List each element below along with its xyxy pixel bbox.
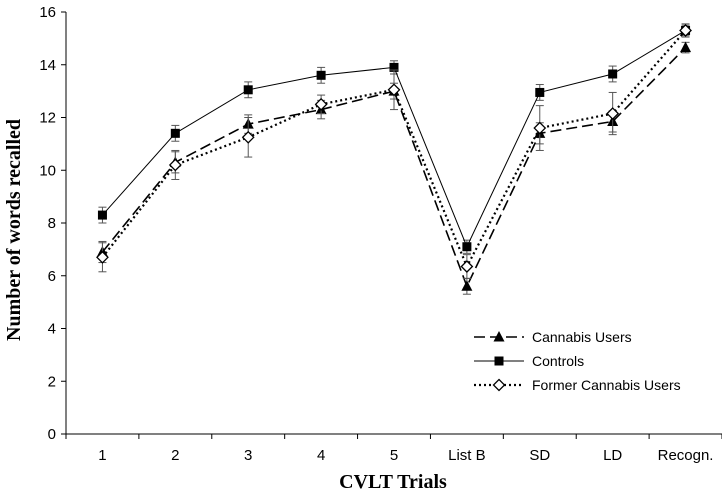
y-axis-title: Number of words recalled: [3, 119, 25, 341]
legend-marker: [492, 378, 506, 392]
series-line: [101, 47, 687, 289]
data-point: [241, 130, 255, 144]
x-tick-label: 4: [317, 447, 325, 464]
axes: [61, 11, 722, 439]
series-controls: [97, 23, 691, 254]
legend-marker: [493, 331, 505, 342]
y-tick-label: 10: [39, 162, 56, 179]
data-point: [608, 69, 618, 79]
data-point: [606, 107, 620, 120]
y-tick-labels: 0 2 4 6 8 10 12 14 16: [39, 4, 56, 443]
data-point: [535, 87, 545, 97]
x-tick-label: 2: [171, 447, 179, 464]
legend-label: Cannabis Users: [532, 329, 632, 345]
y-tick-label: 2: [48, 373, 56, 390]
x-tick-label: List B: [448, 447, 486, 464]
data-point: [460, 260, 474, 273]
data-point: [97, 210, 107, 220]
series-layer: [96, 23, 692, 295]
x-tick-label: 3: [244, 447, 252, 464]
data-point: [243, 85, 253, 95]
data-point: [533, 121, 547, 135]
legend: Cannabis Users Controls Former Cannabis Us…: [474, 329, 681, 393]
data-point: [462, 242, 472, 252]
data-point: [680, 41, 692, 53]
y-tick-label: 14: [39, 57, 56, 74]
x-tick-label: Recogn.: [658, 447, 714, 464]
x-tick-label: SD: [529, 447, 550, 464]
y-tick-label: 6: [48, 268, 56, 285]
x-tick-labels: 1 2 3 4 5 List B SD LD Recogn.: [98, 447, 713, 464]
data-point: [314, 97, 328, 111]
x-tick-label: 5: [390, 447, 398, 464]
x-axis-title: CVLT Trials: [339, 471, 447, 493]
data-point: [168, 158, 182, 172]
legend-label: Controls: [532, 353, 584, 369]
data-point: [389, 62, 399, 72]
data-point: [170, 128, 180, 138]
data-point: [679, 24, 692, 37]
y-tick-label: 12: [39, 110, 56, 127]
data-point: [387, 83, 401, 97]
x-tick-label: 1: [98, 447, 106, 464]
legend-marker: [494, 356, 504, 366]
y-tick-label: 0: [48, 426, 56, 443]
data-point: [96, 250, 109, 264]
legend-label: Former Cannabis Users: [532, 377, 681, 393]
data-point: [316, 70, 326, 80]
data-point: [461, 280, 473, 291]
series-former-cannabis-users: [96, 24, 692, 279]
x-tick-label: LD: [603, 447, 622, 464]
y-tick-label: 4: [48, 321, 56, 338]
y-tick-label: 8: [48, 215, 56, 232]
y-tick-label: 16: [39, 4, 56, 21]
